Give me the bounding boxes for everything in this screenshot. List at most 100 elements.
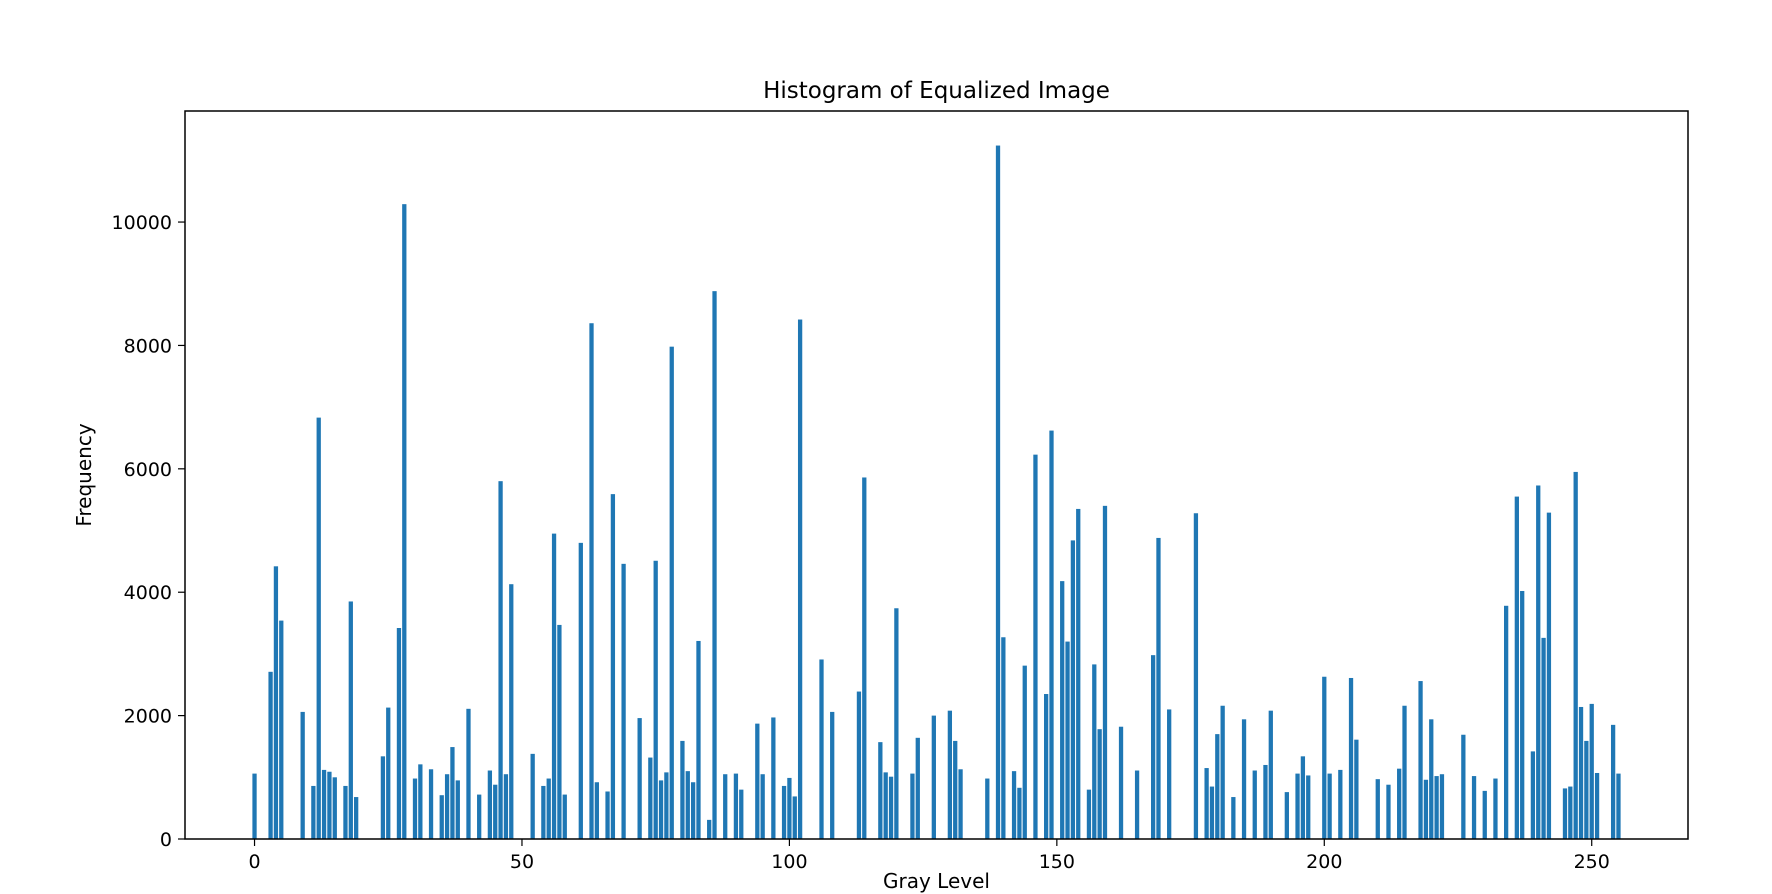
bar-81	[685, 771, 690, 839]
bar-239	[1530, 751, 1536, 839]
bar-76	[658, 780, 664, 839]
bar-249	[1584, 740, 1589, 839]
bar-95	[760, 774, 765, 839]
bar-143	[1017, 787, 1022, 839]
bar-248	[1578, 706, 1584, 839]
bar-197	[1306, 775, 1311, 839]
bar-254	[1610, 724, 1616, 839]
bar-13	[321, 769, 327, 839]
bar-101	[792, 796, 797, 839]
bar-176	[1193, 513, 1199, 839]
bar-246	[1568, 786, 1573, 839]
bar-102	[797, 319, 803, 839]
bar-251	[1594, 772, 1600, 839]
bar-74	[648, 757, 653, 839]
bar-80	[680, 740, 685, 839]
bar-203	[1338, 769, 1343, 839]
bar-130	[947, 710, 953, 839]
bar-5	[279, 620, 284, 839]
bar-196	[1300, 756, 1306, 839]
bar-157	[1092, 664, 1097, 839]
bar-106	[819, 659, 824, 839]
bar-222	[1439, 774, 1445, 839]
bar-165	[1134, 770, 1140, 839]
bar-212	[1386, 784, 1391, 839]
bar-230	[1482, 790, 1487, 839]
bar-236	[1514, 496, 1519, 839]
bar-169	[1156, 537, 1161, 839]
bar-54	[541, 785, 546, 839]
bar-46	[498, 481, 503, 839]
y-tick-label: 8000	[124, 335, 172, 357]
bar-124	[915, 737, 920, 839]
bar-67	[610, 494, 616, 839]
bar-90	[733, 773, 739, 839]
y-tick-label: 4000	[124, 582, 172, 604]
bar-181	[1220, 705, 1225, 839]
bar-242	[1546, 512, 1552, 839]
bar-35	[439, 795, 444, 839]
bar-85	[707, 819, 712, 839]
bar-159	[1102, 505, 1108, 839]
bar-113	[856, 691, 862, 839]
bar-237	[1520, 590, 1525, 839]
x-tick-label: 150	[1039, 851, 1075, 873]
bar-250	[1589, 703, 1594, 839]
bar-200	[1322, 676, 1327, 839]
bar-12	[316, 417, 321, 839]
bar-240	[1536, 485, 1541, 839]
bar-45	[493, 784, 498, 839]
bar-30	[412, 778, 418, 839]
bar-214	[1397, 768, 1402, 839]
bars-group	[252, 145, 1621, 840]
y-tick-label: 0	[160, 829, 172, 851]
bar-25	[386, 707, 391, 839]
bar-42	[477, 794, 482, 839]
bar-61	[578, 542, 583, 839]
bar-18	[348, 601, 353, 839]
bar-190	[1268, 710, 1273, 839]
bar-28	[402, 204, 407, 839]
bar-153	[1070, 540, 1076, 839]
bar-69	[621, 563, 626, 839]
bar-64	[594, 782, 599, 839]
bar-47	[503, 774, 509, 839]
x-tick-label: 50	[510, 851, 534, 873]
bar-40	[466, 708, 471, 839]
bar-132	[958, 769, 963, 839]
bar-38	[455, 780, 460, 839]
bar-44	[487, 770, 493, 839]
bar-27	[396, 628, 402, 839]
bar-156	[1086, 789, 1092, 839]
bar-131	[953, 740, 958, 839]
bar-63	[589, 323, 594, 840]
bar-75	[653, 560, 658, 839]
bar-215	[1402, 705, 1407, 839]
y-axis-label: Frequency	[72, 423, 96, 526]
bar-123	[910, 773, 915, 839]
bar-219	[1423, 779, 1429, 839]
bar-247	[1573, 471, 1578, 839]
bar-108	[830, 711, 835, 839]
bar-83	[696, 640, 701, 839]
bar-179	[1209, 786, 1215, 839]
bar-221	[1434, 776, 1439, 839]
bar-37	[450, 747, 455, 839]
chart-title: Histogram of Equalized Image	[763, 78, 1110, 104]
bar-162	[1118, 726, 1124, 839]
bar-48	[509, 584, 514, 839]
bar-14	[327, 771, 332, 839]
bar-19	[354, 797, 359, 839]
x-axis-label: Gray Level	[883, 869, 990, 893]
x-tick-label: 100	[771, 851, 807, 873]
bar-137	[985, 778, 990, 839]
bar-4	[273, 566, 279, 839]
bar-152	[1065, 641, 1070, 839]
bar-127	[931, 715, 936, 839]
bar-3	[268, 671, 273, 839]
bar-205	[1348, 677, 1354, 839]
bar-149	[1049, 430, 1054, 839]
bar-218	[1418, 681, 1423, 839]
bar-195	[1295, 773, 1300, 839]
